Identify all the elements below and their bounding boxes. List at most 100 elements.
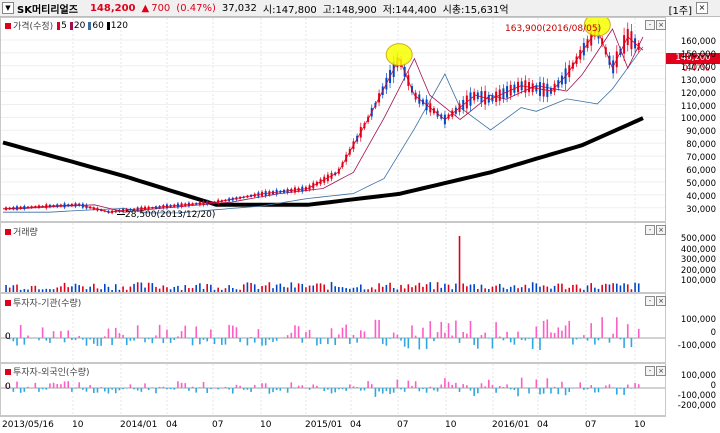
volume-bar <box>407 284 410 292</box>
foreign-bar <box>195 388 198 393</box>
foreign-bar <box>224 386 227 388</box>
panel-minimize-icon[interactable]: - <box>645 296 655 306</box>
foreign-bar <box>316 385 318 388</box>
volume-bar <box>286 287 289 292</box>
foreign-bar <box>370 384 373 388</box>
panel-close-icon[interactable]: × <box>656 20 666 30</box>
foreign-bar <box>327 388 329 390</box>
institution-bar <box>615 317 618 338</box>
period-button[interactable]: [1주] <box>668 6 692 17</box>
panel-minimize-icon[interactable]: - <box>645 225 655 235</box>
volume-bar <box>45 288 48 292</box>
volume-bar <box>330 282 333 292</box>
volume-bar <box>480 284 483 292</box>
institution-bar <box>177 336 179 338</box>
volume-bar <box>425 284 428 292</box>
panel-close-icon[interactable]: × <box>656 225 666 235</box>
volume-bar <box>524 284 527 292</box>
institution-bar <box>392 332 395 338</box>
foreign-bar <box>129 384 132 388</box>
foreign-bar <box>385 388 388 392</box>
volume-bar <box>462 283 464 292</box>
volume-bar <box>206 284 208 292</box>
institution-bar <box>352 334 355 338</box>
foreign-bar <box>462 384 464 388</box>
institution-bar <box>210 329 212 338</box>
institution-bar <box>89 338 91 340</box>
y-tick-label: 110,000 <box>680 101 716 112</box>
foreign-bar <box>71 388 73 392</box>
panel-close-icon[interactable]: × <box>656 366 666 376</box>
institution-bar <box>250 336 252 338</box>
volume-bar <box>246 282 249 292</box>
volume-bar <box>535 283 538 292</box>
price-chart <box>1 18 665 221</box>
stock-selector[interactable]: ▼ SK머티리얼즈 <box>2 1 84 16</box>
foreign-bar <box>546 378 549 388</box>
panel-minimize-icon[interactable]: - <box>645 20 655 30</box>
institution-bar <box>166 329 168 338</box>
foreign-bar <box>199 387 201 388</box>
close-icon[interactable]: × <box>696 2 708 14</box>
y-tick-label: 50,000 <box>686 178 716 189</box>
foreign-bar <box>191 386 194 388</box>
institution-bar <box>619 338 622 340</box>
foreign-bar <box>323 388 326 392</box>
dropdown-icon[interactable]: ▼ <box>2 2 14 14</box>
panel-minimize-icon[interactable]: - <box>645 366 655 376</box>
volume-bar <box>451 289 454 292</box>
institution-bar <box>480 335 483 338</box>
institution-bar <box>389 338 391 339</box>
foreign-bar <box>338 388 340 390</box>
institution-bar <box>535 326 538 338</box>
institution-bar <box>440 322 443 338</box>
volume-bar <box>341 287 344 292</box>
foreign-bar <box>122 388 124 390</box>
ma-legend-item: 5 <box>57 21 67 31</box>
foreign-bar <box>297 385 300 388</box>
foreign-bar <box>531 387 534 389</box>
foreign-bar <box>16 381 18 388</box>
volume-bar <box>74 283 77 292</box>
volume-bar <box>63 282 66 292</box>
volume-bar <box>34 285 37 292</box>
institution-bar <box>524 338 527 341</box>
volume-bar <box>506 289 508 292</box>
institution-bar <box>334 338 336 346</box>
foreign-bar <box>253 384 256 388</box>
foreign-bar <box>553 386 556 388</box>
foreign-bar <box>535 379 538 388</box>
institution-bar <box>539 338 541 350</box>
foreign-bar <box>158 386 161 388</box>
volume-bar <box>140 282 143 292</box>
volume-bar <box>210 284 212 292</box>
institution-bar <box>82 338 84 340</box>
y-tick-label: 400,000 <box>680 244 716 255</box>
institution-bar <box>41 327 44 338</box>
institution-bar <box>407 338 410 349</box>
foreign-bar <box>447 381 450 388</box>
foreign-bar <box>539 388 541 395</box>
foreign-bar <box>381 388 384 394</box>
panel-close-icon[interactable]: × <box>656 296 666 306</box>
volume-bar <box>166 287 168 292</box>
institution-bar <box>381 338 384 344</box>
institution-y-axis: 100,000 0 -100,000 <box>666 293 720 363</box>
foreign-bar <box>520 377 523 388</box>
institution-bar <box>294 325 296 338</box>
institution-bar <box>85 338 88 346</box>
institution-bar <box>498 336 501 338</box>
institution-bar <box>458 338 461 343</box>
volume-bar <box>301 283 304 292</box>
volume-bar <box>213 289 216 292</box>
foreign-bar <box>594 388 596 393</box>
institution-bar <box>308 329 311 338</box>
open-value: 시:147,800 <box>262 4 317 16</box>
volume-bar <box>89 286 91 292</box>
foreign-bar <box>400 388 402 390</box>
institution-bar <box>114 327 117 338</box>
volume-bar <box>184 285 187 292</box>
volume-bar <box>56 287 59 292</box>
foreign-bar <box>612 387 614 388</box>
volume-bar <box>349 288 351 292</box>
